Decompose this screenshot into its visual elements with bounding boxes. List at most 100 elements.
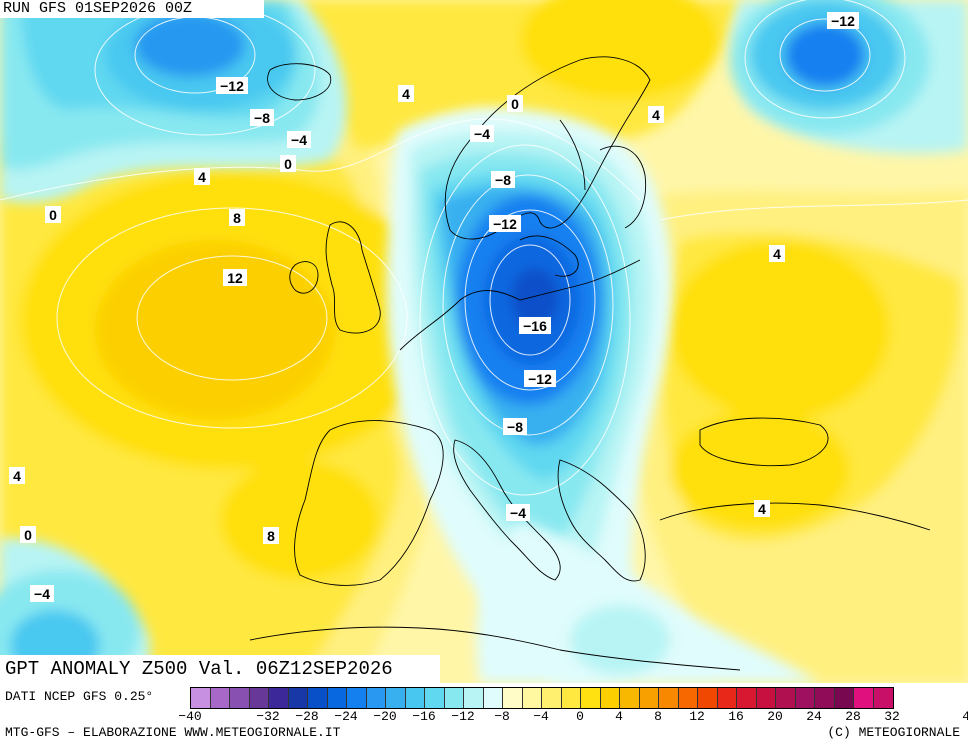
credit-right: (C) METEOGIORNALE (827, 725, 960, 740)
scale-tick-label: 24 (806, 709, 822, 724)
contour-label-text: −12 (528, 371, 552, 387)
contour-labels: −12 −8 −4 0 4 4 0 8 12 0 −4 −8 −12 −16 −12 −8 −4 −12 4 4 4 4 0… (9, 12, 859, 602)
color-scale-ticks: −40 −32 −28 −24 −20 −16 −12 −8 −4 0 4 8 12 16 20 24 28 32… (178, 709, 968, 725)
scale-tick-label: −4 (533, 709, 549, 724)
anomaly-map: −12 −8 −4 0 4 4 0 8 12 0 −4 −8 −12 −16 −12 −8 −4 −12 4 4 4 4 0… (0, 0, 968, 683)
color-scale (190, 687, 894, 709)
contour-label-text: −8 (254, 110, 270, 126)
scale-swatch (659, 688, 679, 708)
contour-label-text: 0 (24, 527, 32, 543)
contour-label-text: 4 (758, 501, 766, 517)
contour-label: −12 (216, 77, 248, 94)
contour-label: 0 (45, 206, 61, 223)
scale-swatch (776, 688, 796, 708)
contour-label-bg (827, 12, 859, 29)
contour-label-text: −12 (220, 78, 244, 94)
contour-label-bg (398, 85, 414, 102)
contour-label: −4 (287, 131, 311, 148)
contour-label-text: −4 (291, 132, 307, 148)
contour-label: −12 (489, 215, 521, 232)
scale-swatch (756, 688, 776, 708)
scale-swatch (444, 688, 464, 708)
contour-label: 4 (398, 85, 414, 102)
footer: DATI NCEP GFS 0.25° −40 −32 −28 −24 −20 −16 −1… (0, 683, 968, 745)
scale-swatch (425, 688, 445, 708)
scale-swatch (366, 688, 386, 708)
scale-swatch (737, 688, 757, 708)
scale-tick-label: −32 (256, 709, 280, 724)
contour-label: −16 (519, 317, 551, 334)
isolines (0, 0, 968, 496)
scale-tick-label: 4 (615, 709, 623, 724)
scale-swatch (542, 688, 562, 708)
scale-swatch (717, 688, 737, 708)
contour-label-bg (769, 245, 785, 262)
scale-tick-label: −28 (295, 709, 319, 724)
contour-label: 4 (194, 168, 210, 185)
contour-label-bg (524, 370, 556, 387)
north-ridge (300, 0, 740, 150)
contour-label-bg (754, 500, 770, 517)
contour-label-bg (519, 317, 551, 334)
contour-label-bg (250, 109, 274, 126)
scale-tick-label: −20 (373, 709, 397, 724)
credit-left: MTG-GFS – ELABORAZIONE WWW.METEOGIORNALE… (5, 725, 341, 740)
contour-label-text: −8 (495, 172, 511, 188)
scale-swatch (873, 688, 893, 708)
scale-tick-label: 8 (654, 709, 662, 724)
scale-tick-label: −8 (494, 709, 510, 724)
scale-swatch (210, 688, 230, 708)
data-source: DATI NCEP GFS 0.25° (5, 689, 154, 704)
scale-swatch (503, 688, 523, 708)
contour-label-bg (503, 418, 527, 435)
scale-tick-label: −24 (334, 709, 358, 724)
scale-swatch (522, 688, 542, 708)
scale-swatch (464, 688, 484, 708)
contour-label: −12 (524, 370, 556, 387)
contour-label-text: 4 (652, 107, 660, 123)
contour-label-bg (45, 206, 61, 223)
contour-label-bg (507, 95, 523, 112)
contour-label-bg (9, 467, 25, 484)
scale-tick-label: −16 (412, 709, 436, 724)
contour-label: 0 (20, 526, 36, 543)
contour-label: 4 (769, 245, 785, 262)
run-label: RUN GFS 01SEP2026 00Z (0, 0, 264, 18)
east-ridge (623, 190, 968, 683)
med-trough (476, 520, 820, 683)
contour-label-bg (280, 155, 296, 172)
contour-label: 8 (263, 527, 279, 544)
scale-swatch (834, 688, 854, 708)
scale-swatch (191, 688, 211, 708)
coastlines (249, 56, 931, 671)
scale-tick-label: 28 (845, 709, 861, 724)
contour-label-text: −12 (831, 13, 855, 29)
contour-label-text: −16 (523, 318, 547, 334)
contour-label-bg (194, 168, 210, 185)
scale-swatch (308, 688, 328, 708)
contour-label-text: −4 (34, 586, 50, 602)
contour-label-bg (30, 585, 54, 602)
scale-tick-label: 12 (689, 709, 705, 724)
contour-label-text: 4 (198, 169, 206, 185)
scale-tick-label: 0 (576, 709, 584, 724)
contour-label: 4 (648, 106, 664, 123)
contour-label: −8 (503, 418, 527, 435)
contour-label: 4 (9, 467, 25, 484)
scale-swatch (698, 688, 718, 708)
scale-swatch (815, 688, 835, 708)
scale-swatch (639, 688, 659, 708)
scale-swatch (327, 688, 347, 708)
scale-tick-label: −40 (178, 709, 202, 724)
scale-tick-label: −12 (451, 709, 475, 724)
contour-label-text: −4 (510, 505, 526, 521)
contour-label-bg (263, 527, 279, 544)
contour-label-bg (216, 77, 248, 94)
contour-label: −8 (250, 109, 274, 126)
contour-label-text: 4 (773, 246, 781, 262)
contour-label-bg (20, 526, 36, 543)
scale-swatch (347, 688, 367, 708)
contour-label-text: 0 (511, 96, 519, 112)
scale-swatch (483, 688, 503, 708)
scale-swatch (269, 688, 289, 708)
